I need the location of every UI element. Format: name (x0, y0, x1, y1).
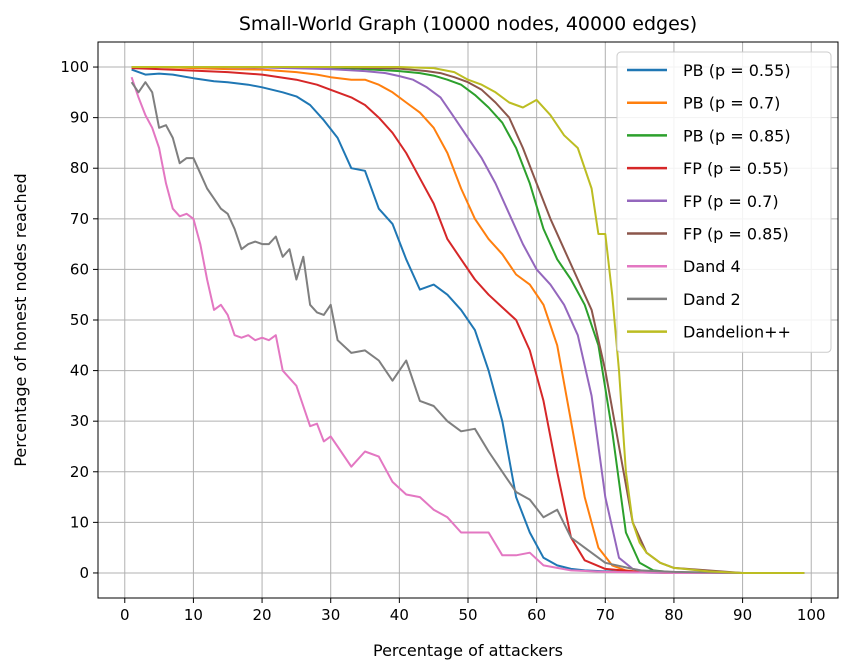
x-tick-label: 60 (527, 606, 546, 624)
y-tick-label: 20 (70, 463, 89, 481)
series-line-dand-2 (130, 81, 805, 574)
series-line-dandelion (131, 66, 805, 574)
x-tick-label: 40 (390, 606, 409, 624)
series-line-pb-p-0-85 (131, 66, 805, 574)
y-tick-label: 70 (70, 210, 89, 228)
y-tick-label: 90 (70, 109, 89, 127)
legend: PB (p = 0.55) PB (p = 0.7) PB (p = 0.85) FP… (616, 51, 832, 353)
legend-entry-label: FP (p = 0.7) (683, 192, 779, 211)
y-tick-label: 80 (70, 159, 89, 177)
x-tick-label: 70 (596, 606, 615, 624)
y-tick-label: 100 (60, 58, 89, 76)
legend-entry-label: FP (p = 0.55) (683, 159, 789, 178)
x-tick-label: 20 (253, 606, 272, 624)
series-lines (130, 66, 805, 574)
series-line-pb-p-0-7 (131, 66, 805, 574)
legend-entry-label: FP (p = 0.85) (683, 225, 789, 244)
x-tick-label: 30 (321, 606, 340, 624)
legend-entry-label: PB (p = 0.85) (683, 126, 791, 145)
legend-entry-label: Dandelion++ (683, 323, 791, 342)
series-line-fp-p-0-55 (131, 67, 805, 574)
chart-title: Small-World Graph (10000 nodes, 40000 ed… (239, 13, 697, 35)
x-tick-label: 100 (797, 606, 826, 624)
x-axis-ticks: 0 10 20 30 40 50 60 70 80 90 100 (120, 598, 826, 624)
legend-box (616, 51, 832, 353)
y-axis-label: Percentage of honest nodes reached (11, 173, 30, 466)
series-line-pb-p-0-55 (131, 68, 805, 574)
y-axis-ticks: 0 10 20 30 40 50 60 70 80 90 100 (60, 58, 98, 582)
legend-entry-label: Dand 4 (683, 257, 741, 276)
x-axis-label: Percentage of attackers (373, 641, 563, 660)
legend-entry-label: PB (p = 0.55) (683, 61, 791, 80)
series-line-dand-4 (130, 76, 805, 574)
x-tick-label: 10 (184, 606, 203, 624)
y-tick-label: 40 (70, 362, 89, 380)
y-tick-label: 0 (79, 564, 89, 582)
legend-entry-label: PB (p = 0.7) (683, 94, 780, 113)
x-tick-label: 0 (120, 606, 130, 624)
x-tick-label: 90 (733, 606, 752, 624)
legend-entry-label: Dand 2 (683, 290, 741, 309)
y-tick-label: 50 (70, 311, 89, 329)
y-tick-label: 60 (70, 260, 89, 278)
y-tick-label: 10 (70, 513, 89, 531)
y-tick-label: 30 (70, 412, 89, 430)
series-line-fp-p-0-7 (131, 66, 805, 574)
x-tick-label: 80 (664, 606, 683, 624)
x-tick-label: 50 (458, 606, 477, 624)
